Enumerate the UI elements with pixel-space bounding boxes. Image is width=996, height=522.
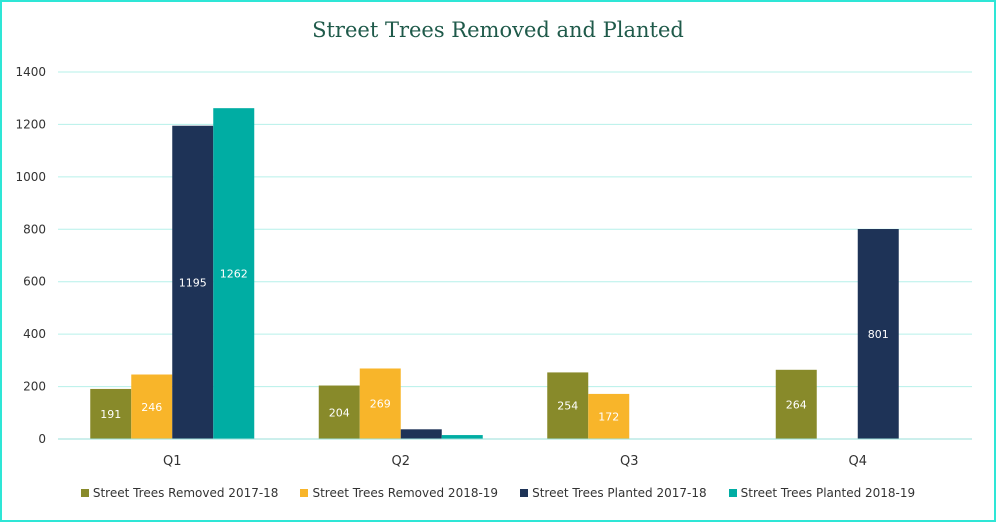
legend-label: Street Trees Planted 2018-19	[740, 486, 916, 500]
y-tick-label: 600	[23, 275, 46, 289]
bar	[400, 429, 442, 439]
bar	[131, 374, 173, 439]
data-label: 264	[786, 398, 807, 411]
legend-label: Street Trees Planted 2017-18	[532, 486, 707, 500]
legend-item: Street Trees Planted 2018-19	[728, 486, 916, 500]
chart-title: Street Trees Removed and Planted	[312, 18, 684, 42]
y-tick-label: 1000	[15, 170, 46, 184]
legend-swatch	[520, 489, 529, 497]
legend-swatch	[80, 489, 89, 497]
legend-swatch	[300, 489, 309, 497]
data-label: 254	[557, 400, 578, 413]
legend-item: Street Trees Removed 2018-19	[300, 486, 498, 500]
legend-item: Street Trees Planted 2017-18	[520, 486, 707, 500]
bar	[172, 125, 214, 439]
y-tick-label: 0	[38, 432, 46, 446]
bar	[547, 372, 589, 439]
bar	[588, 393, 630, 439]
y-tick-label: 1400	[15, 65, 46, 79]
data-label: 1262	[220, 268, 248, 281]
data-label: 1195	[179, 276, 207, 289]
legend-label: Street Trees Removed 2017-18	[92, 486, 279, 500]
x-tick-label: Q4	[848, 454, 867, 469]
data-label: 269	[370, 398, 391, 411]
data-label: 801	[868, 328, 889, 341]
bar	[441, 435, 483, 439]
y-tick-label: 200	[23, 380, 46, 394]
bar	[90, 388, 132, 439]
bar	[359, 368, 401, 439]
data-label: 204	[329, 406, 350, 419]
x-tick-label: Q2	[391, 454, 410, 469]
data-label: 246	[141, 401, 162, 414]
x-tick-label: Q1	[163, 454, 182, 469]
legend-swatch	[728, 489, 737, 497]
y-tick-label: 1200	[15, 117, 46, 131]
bar	[318, 385, 360, 439]
chart-legend: Street Trees Removed 2017-18 Street Trees…	[2, 486, 994, 500]
y-tick-label: 400	[23, 327, 46, 341]
legend-item: Street Trees Removed 2017-18	[80, 486, 279, 500]
bar	[857, 229, 899, 439]
data-label: 191	[100, 408, 121, 421]
x-tick-label: Q3	[620, 454, 639, 469]
legend-label: Street Trees Removed 2018-19	[312, 486, 499, 500]
data-label: 172	[598, 410, 619, 423]
y-tick-label: 800	[23, 222, 46, 236]
bar	[213, 108, 255, 439]
bar	[775, 369, 817, 439]
